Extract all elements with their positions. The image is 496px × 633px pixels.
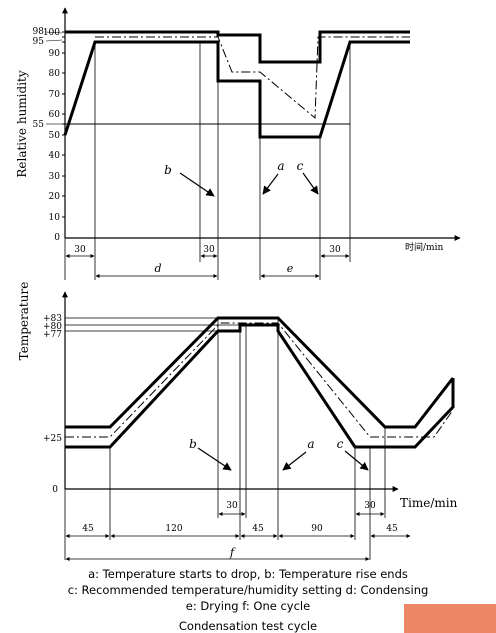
temperature-recommended-setting xyxy=(65,322,454,438)
temperature-dim-45-hold-label: 45 xyxy=(252,524,264,534)
temperature-label-b: b xyxy=(189,437,197,451)
temperature-axis-label: Temperature xyxy=(17,282,31,361)
humidity-tick-100: 100 xyxy=(43,28,60,38)
legend-line-e-f: e: Drying f: One cycle xyxy=(185,599,311,613)
figure-caption: Condensation test cycle xyxy=(178,619,318,633)
humidity-tick-20: 20 xyxy=(49,192,61,202)
temperature-dim-90-label: 90 xyxy=(311,524,323,534)
humidity-label-c: c xyxy=(297,159,304,173)
corner-accent-block xyxy=(404,604,496,633)
temperature-lower-tolerance xyxy=(65,323,455,449)
temperature-label-a: a xyxy=(307,437,314,451)
humidity-label-a: a xyxy=(277,159,284,173)
temperature-dim-45-end-label: 45 xyxy=(386,524,398,534)
temperature-chart: Temperature +83 +80 +77 +25 0 30 xyxy=(17,282,458,561)
temperature-label-c: c xyxy=(337,437,344,451)
humidity-tick-98: 98 xyxy=(33,27,45,37)
humidity-time-drops xyxy=(64,42,351,280)
temperature-time-axis-label: Time/min xyxy=(400,496,458,510)
temperature-dim-30-setting-label: 30 xyxy=(364,501,376,511)
temperature-dim-120-label: 120 xyxy=(165,524,182,534)
humidity-label-b: b xyxy=(164,163,172,177)
temperature-dim-30-rise-end-label: 30 xyxy=(226,501,238,511)
temperature-upper-tolerance xyxy=(65,316,455,429)
humidity-tick-40: 40 xyxy=(49,151,61,161)
humidity-tick-70: 70 xyxy=(49,90,61,100)
humidity-recommended-setting xyxy=(95,36,410,120)
legend-line-c-d: c: Recommended temperature/humidity sett… xyxy=(67,583,429,597)
drying-letter-e: e xyxy=(287,262,294,275)
temperature-arrow-a xyxy=(282,451,307,471)
condensing-letter-d: d xyxy=(154,262,161,275)
humidity-tick-80: 80 xyxy=(49,69,61,79)
humidity-arrow-b xyxy=(179,172,215,197)
humidity-98-leader xyxy=(45,31,63,34)
humidity-tick-90: 90 xyxy=(49,49,61,59)
temperature-tick-25: +25 xyxy=(43,434,62,444)
humidity-tick-60: 60 xyxy=(49,110,61,120)
one-cycle-letter-f: f xyxy=(229,546,236,559)
humidity-arrow-a xyxy=(262,173,279,195)
temperature-tick-80: +80 xyxy=(43,322,62,332)
temperature-time-drops xyxy=(64,318,386,560)
humidity-dim-30-rise-end-label: 30 xyxy=(203,245,215,255)
humidity-tick-0: 0 xyxy=(54,233,60,243)
humidity-tick-55: 55 xyxy=(33,120,45,130)
humidity-tick-50: 50 xyxy=(49,131,61,141)
temperature-arrow-b xyxy=(197,447,232,471)
humidity-time-axis-label: 时间/min xyxy=(405,241,443,253)
humidity-axis-label: Relative humidity xyxy=(15,70,29,178)
humidity-tick-30: 30 xyxy=(49,172,61,182)
temperature-tick-0: 0 xyxy=(52,485,58,495)
humidity-lower-tolerance xyxy=(63,40,410,139)
temperature-dim-45-start-label: 45 xyxy=(82,524,94,534)
humidity-dim-30-rise-label: 30 xyxy=(329,245,341,255)
humidity-tick-95: 95 xyxy=(33,37,45,47)
humidity-chart: Relative humidity 100 98 95 90 80 70 60 … xyxy=(15,7,461,280)
humidity-dim-30-start-label: 30 xyxy=(74,245,86,255)
humidity-95-leader xyxy=(45,39,63,42)
humidity-tick-10: 10 xyxy=(49,213,61,223)
humidity-y-ticks xyxy=(62,31,65,218)
humidity-arrow-c xyxy=(302,172,319,195)
legend-line-a-b: a: Temperature starts to drop, b: Temper… xyxy=(88,567,408,581)
temperature-tick-83: +83 xyxy=(43,314,62,324)
temperature-arrow-c xyxy=(344,450,369,471)
temperature-tick-77: +77 xyxy=(43,330,62,340)
